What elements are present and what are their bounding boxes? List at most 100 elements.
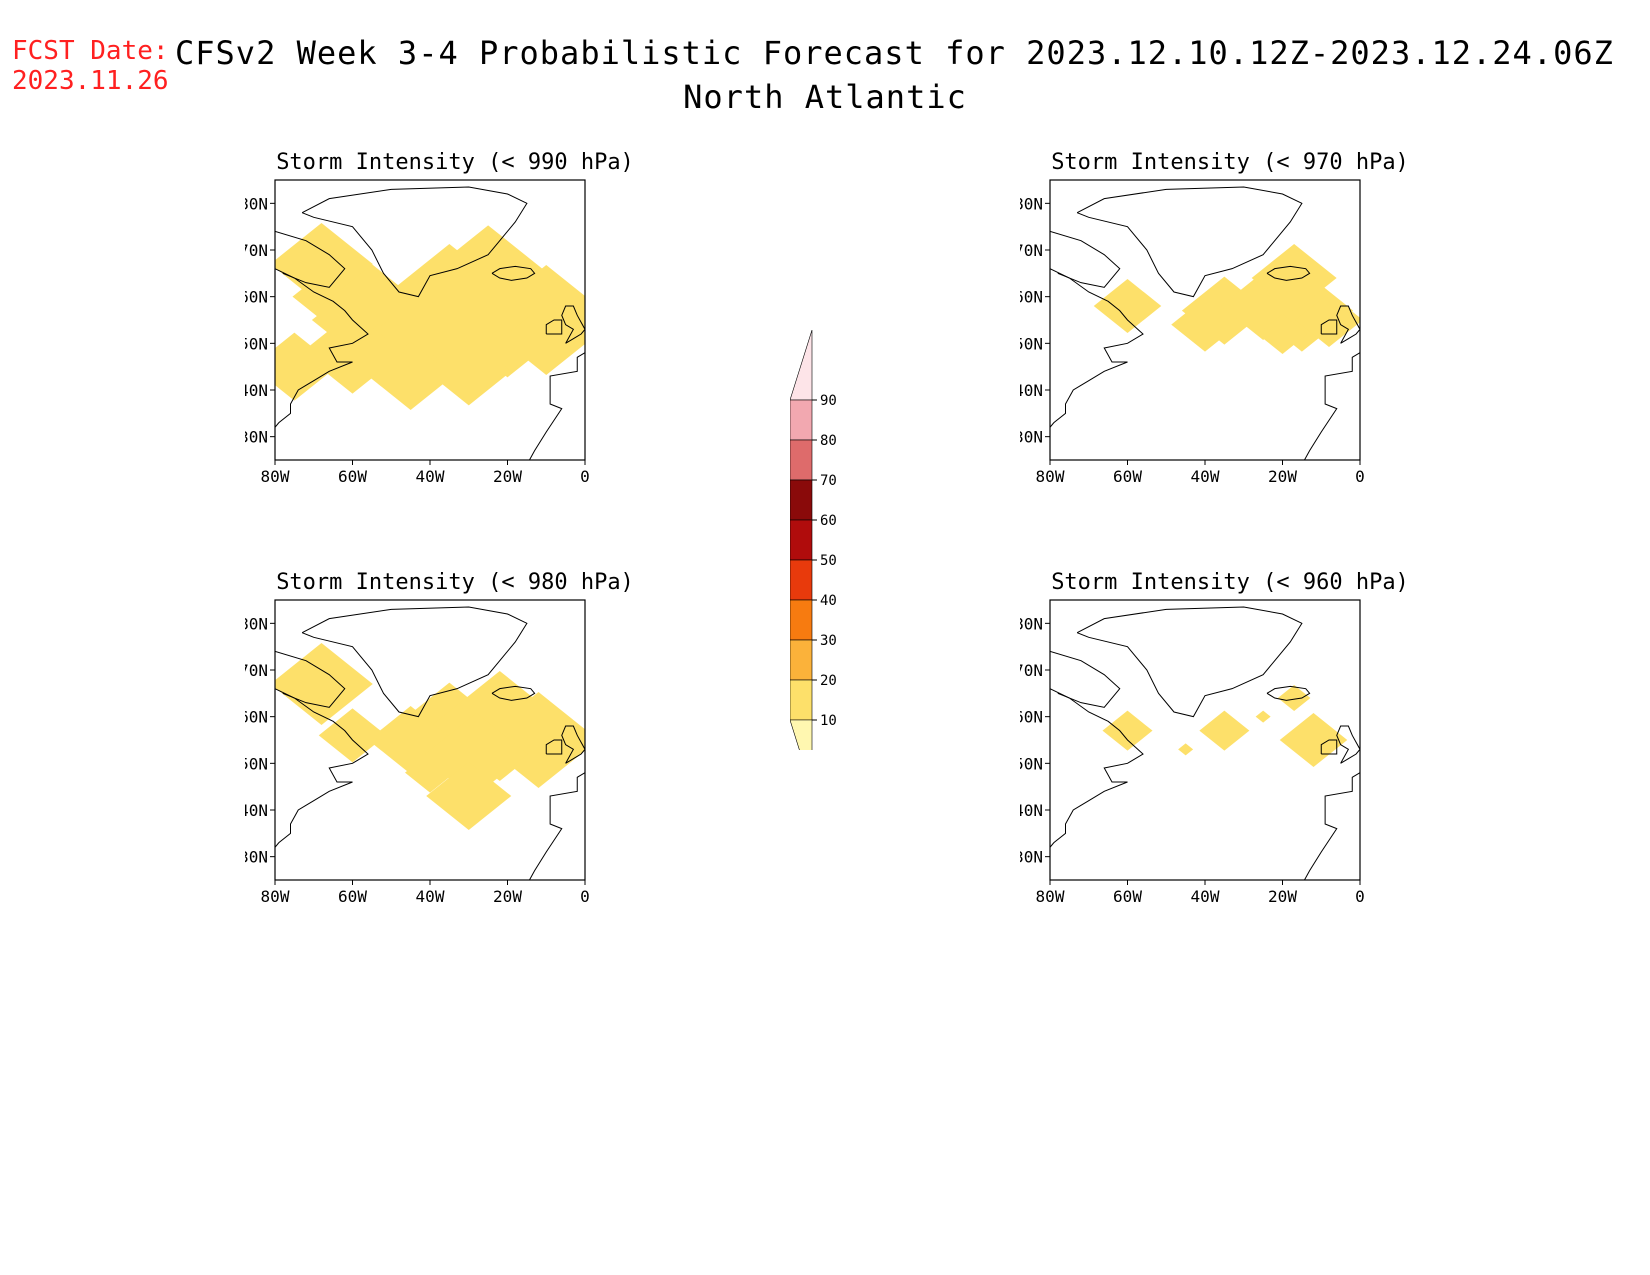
lat-tick-label: 30N [1020,848,1043,867]
lat-tick-label: 70N [1020,661,1043,680]
colorbar-segment [790,330,813,401]
probability-cell [275,332,337,401]
probability-cell [1277,685,1311,711]
lon-tick-label: 80W [1036,887,1065,906]
lon-tick-label: 0 [580,467,590,486]
coastline [545,319,563,335]
probability-cell [1093,279,1162,333]
lat-tick-label: 30N [1020,428,1043,447]
coastline [275,604,369,848]
lat-tick-label: 80N [245,194,268,213]
colorbar-segment [790,399,813,441]
probability-cell [275,223,373,305]
probability-cell [1181,276,1267,345]
map-990: 80N 70N 60N 50N 40N 30N 80W 60W 40W 20W 0 [245,179,590,486]
coastline [528,772,585,880]
coastline [1076,186,1303,298]
lat-tick-label: 50N [245,334,268,353]
map-980: 80N 70N 60N 50N 40N 30N 80W 60W 40W 20W 0 [245,599,590,906]
main-title: CFSv2 Week 3-4 Probabilistic Forecast fo… [175,34,1614,72]
lon-tick-label: 40W [416,467,445,486]
colorbar-label: 40 [820,593,837,609]
lat-tick-label: 80N [1020,614,1043,633]
colorbar-label: 90 [820,393,837,409]
lat-tick-label: 60N [245,708,268,727]
colorbar-label: 30 [820,633,837,649]
lon-tick-label: 0 [1355,887,1365,906]
probability-cell [318,708,387,763]
map-970: 80N 70N 60N 50N 40N 30N 80W 60W 40W 20W 0 [1020,179,1365,486]
fcst-label: FCST Date: [12,36,169,66]
coastline [545,739,563,755]
coastline [1076,606,1303,718]
coastline [1336,725,1360,764]
lat-tick-label: 30N [245,428,268,447]
coastline [1336,305,1360,344]
probability-cell [1255,710,1271,723]
coastline [1050,184,1144,428]
colorbar-segment [790,719,813,750]
probability-cell [275,643,373,725]
colorbar-segment [790,679,813,721]
coastline [528,352,585,460]
lat-tick-label: 80N [1020,194,1043,213]
coastline [1266,685,1311,701]
coastline [491,685,536,701]
lat-tick-label: 40N [1020,381,1043,400]
lat-tick-label: 40N [1020,801,1043,820]
lon-tick-label: 20W [493,887,522,906]
panel-title: Storm Intensity (< 970 hPa) [1051,150,1409,175]
colorbar-label: 10 [820,713,837,729]
coastline [1050,604,1144,848]
colorbar-segment [790,639,813,681]
panel-970: Storm Intensity (< 970 hPa) 80N 70N 60N 50N… [1020,150,1440,540]
lat-tick-label: 50N [1020,334,1043,353]
coastline [1320,739,1338,755]
lat-tick-label: 60N [1020,288,1043,307]
coastline [275,184,369,428]
coastline [561,725,585,764]
colorbar-segment [790,599,813,641]
panel-title: Storm Intensity (< 990 hPa) [276,150,634,175]
colorbar-label: 60 [820,513,837,529]
lat-tick-label: 50N [1020,754,1043,773]
lon-tick-label: 60W [1113,467,1142,486]
panel-title: Storm Intensity (< 980 hPa) [276,570,634,595]
lon-tick-label: 40W [416,887,445,906]
probability-cell [478,692,585,788]
lon-tick-label: 40W [1191,887,1220,906]
coastline [1303,352,1360,460]
coastline [1050,650,1121,708]
colorbar-segment [790,479,813,521]
coastline [301,186,528,298]
colorbar-segment [790,559,813,601]
coastline [275,650,346,708]
colorbar-label: 80 [820,433,837,449]
probability-cell [426,762,512,830]
colorbar-segment [790,519,813,561]
lat-tick-label: 70N [245,241,268,260]
coastline [301,606,528,718]
region-title: North Atlantic [683,78,967,116]
lon-tick-label: 20W [1268,887,1297,906]
lat-tick-label: 50N [245,754,268,773]
colorbar-label: 50 [820,553,837,569]
probability-cell [1251,244,1337,312]
colorbar-segment [790,439,813,481]
probability-cell [1178,743,1194,756]
coastline [1320,319,1338,335]
lat-tick-label: 80N [245,614,268,633]
lon-tick-label: 40W [1191,467,1220,486]
lon-tick-label: 20W [493,467,522,486]
lat-tick-label: 40N [245,381,268,400]
lon-tick-label: 60W [1113,887,1142,906]
probability-cell [410,225,566,350]
lat-tick-label: 60N [245,288,268,307]
probability-cell [301,311,404,394]
lon-tick-label: 60W [338,467,367,486]
lon-tick-label: 80W [261,887,290,906]
lat-tick-label: 40N [245,801,268,820]
lon-tick-label: 0 [580,887,590,906]
panel-960: Storm Intensity (< 960 hPa) 80N 70N 60N 50N… [1020,570,1440,960]
coastline [1303,772,1360,880]
